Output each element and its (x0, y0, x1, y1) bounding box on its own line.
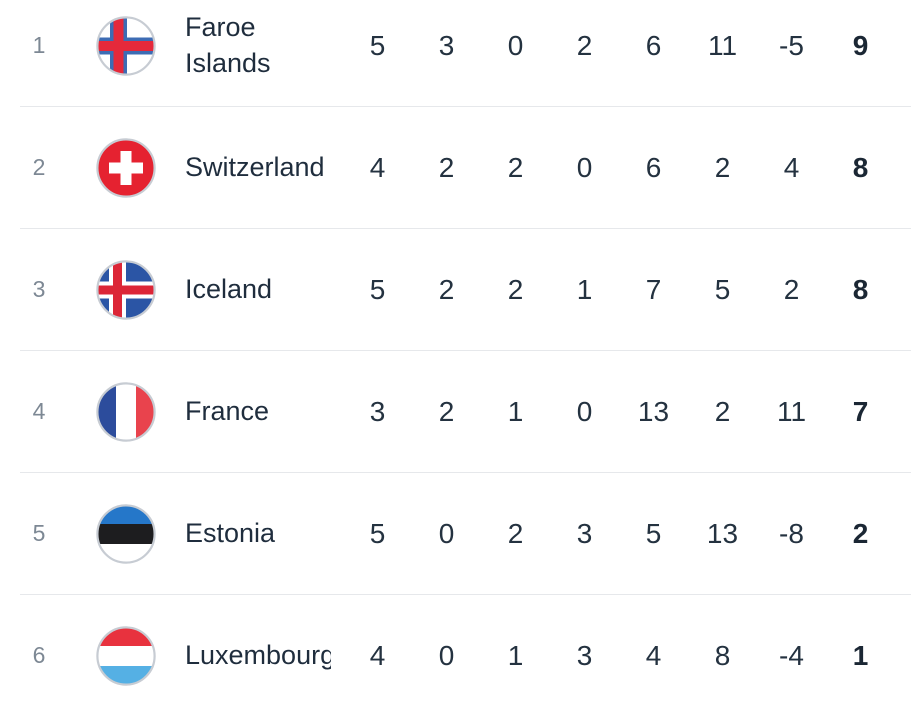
position-label: 4 (32, 398, 46, 424)
france-flag-icon (96, 381, 156, 442)
position-label: 1 (32, 32, 46, 58)
points-stat: 8 (852, 151, 869, 183)
goal-difference-stat: -5 (779, 29, 804, 61)
position-label: 3 (32, 276, 46, 302)
faroe-islands-flag-icon (96, 15, 156, 76)
played-stat: 3 (369, 395, 386, 427)
wins-stat: 0 (438, 639, 455, 671)
played-stat: 5 (369, 273, 386, 305)
goals-for-stat: 6 (645, 151, 662, 183)
goals-against-stat: 2 (714, 151, 731, 183)
team-stats: 5 3 0 2 6 11 -5 9 (343, 30, 895, 62)
goal-difference-stat: -8 (779, 517, 804, 549)
goal-difference-stat: -4 (779, 639, 804, 671)
goals-against-stat: 2 (714, 395, 731, 427)
goals-for-stat: 7 (645, 273, 662, 305)
goal-difference-stat: 11 (776, 395, 807, 427)
team-name: Iceland (185, 273, 273, 304)
iceland-flag-icon (96, 259, 156, 320)
goals-for-stat: 13 (637, 395, 670, 427)
wins-stat: 2 (438, 273, 455, 305)
losses-stat: 1 (576, 273, 593, 305)
draws-stat: 1 (507, 639, 524, 671)
goals-against-stat: 13 (706, 517, 739, 549)
goals-against-stat: 5 (714, 273, 731, 305)
draws-stat: 0 (507, 29, 524, 61)
wins-stat: 2 (438, 395, 455, 427)
points-stat: 7 (852, 395, 869, 427)
switzerland-flag-icon (96, 137, 156, 198)
goal-difference-stat: 4 (783, 151, 800, 183)
points-stat: 1 (852, 639, 869, 671)
wins-stat: 3 (438, 29, 455, 61)
team-stats: 4 0 1 3 4 8 -4 1 (343, 640, 895, 672)
points-stat: 9 (852, 29, 869, 61)
played-stat: 5 (369, 29, 386, 61)
team-row[interactable]: 3 Iceland 5 2 2 1 7 5 2 8 (20, 229, 911, 351)
team-row[interactable]: 5 Estonia 5 0 2 3 5 13 -8 2 (20, 473, 911, 595)
team-name: Switzerland (185, 151, 325, 182)
team-name: Luxembourg (185, 639, 331, 670)
team-row[interactable]: 2 Switzerland 4 2 2 0 6 2 4 8 (20, 107, 911, 229)
goals-for-stat: 5 (645, 517, 662, 549)
draws-stat: 2 (507, 517, 524, 549)
goals-for-stat: 6 (645, 29, 662, 61)
points-stat: 8 (852, 273, 869, 305)
position-label: 2 (32, 154, 46, 180)
team-stats: 5 2 2 1 7 5 2 8 (343, 274, 895, 306)
team-stats: 3 2 1 0 13 2 11 7 (343, 396, 895, 428)
team-name: France (185, 395, 270, 426)
team-name: Faroe Islands (185, 11, 271, 78)
estonia-flag-icon (96, 503, 156, 564)
losses-stat: 0 (576, 395, 593, 427)
team-row[interactable]: 4 France 3 2 1 0 13 2 11 7 (20, 351, 911, 473)
points-stat: 2 (852, 517, 869, 549)
played-stat: 5 (369, 517, 386, 549)
losses-stat: 2 (576, 29, 593, 61)
losses-stat: 3 (576, 517, 593, 549)
team-stats: 5 0 2 3 5 13 -8 2 (343, 518, 895, 550)
played-stat: 4 (369, 639, 386, 671)
draws-stat: 2 (507, 273, 524, 305)
draws-stat: 2 (507, 151, 524, 183)
position-label: 6 (32, 642, 46, 668)
team-row[interactable]: 6 Luxembourg 4 0 1 3 4 8 -4 1 (20, 595, 911, 702)
played-stat: 4 (369, 151, 386, 183)
team-name: Estonia (185, 517, 276, 548)
goals-against-stat: 11 (707, 29, 738, 61)
team-row[interactable]: 1 Faroe Islands 5 3 0 2 6 11 -5 (20, 0, 911, 107)
wins-stat: 2 (438, 151, 455, 183)
goals-against-stat: 8 (714, 639, 731, 671)
losses-stat: 3 (576, 639, 593, 671)
wins-stat: 0 (438, 517, 455, 549)
team-stats: 4 2 2 0 6 2 4 8 (343, 152, 895, 184)
goal-difference-stat: 2 (783, 273, 800, 305)
losses-stat: 0 (576, 151, 593, 183)
draws-stat: 1 (507, 395, 524, 427)
position-label: 5 (32, 520, 46, 546)
goals-for-stat: 4 (645, 639, 662, 671)
luxembourg-flag-icon (96, 625, 156, 686)
